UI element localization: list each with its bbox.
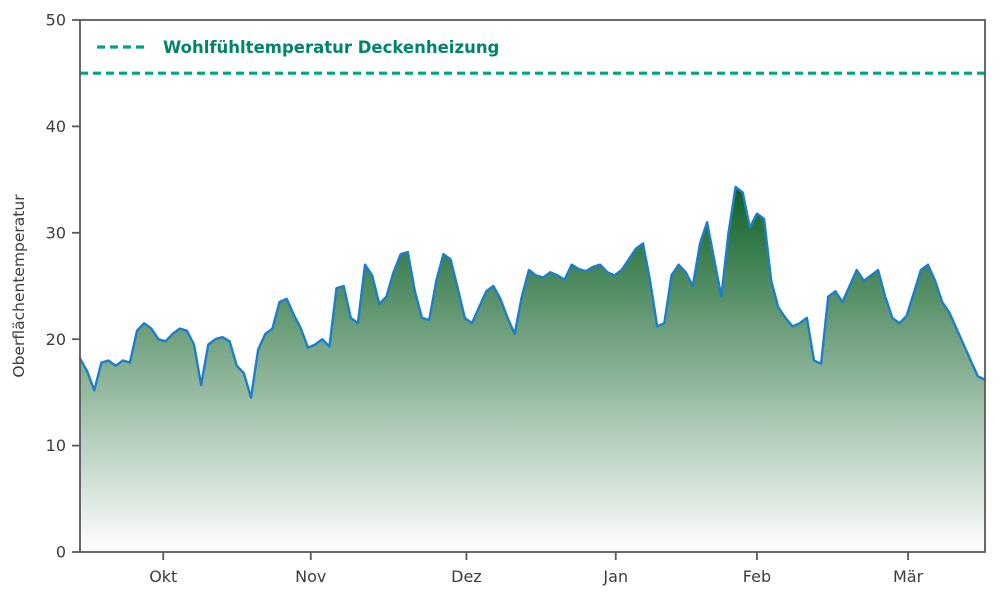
y-tick-label: 0 [56, 543, 66, 562]
y-tick-label: 40 [46, 117, 66, 136]
axes: 0 10 20 30 40 50 Okt Nov Dez Jan Feb Mär [46, 11, 924, 586]
y-tick-label: 30 [46, 223, 66, 242]
x-tick-label: Jan [602, 567, 628, 586]
x-tick-label: Feb [743, 567, 771, 586]
y-tick-label: 20 [46, 330, 66, 349]
temperature-area-fill [80, 187, 985, 552]
temperature-line [78, 185, 987, 399]
y-axis-label: Oberflächentemperatur [10, 194, 28, 378]
x-tick-label: Okt [149, 567, 177, 586]
y-tick-label: 10 [46, 436, 66, 455]
legend-label: Wohlfühltemperatur Deckenheizung [163, 38, 499, 57]
x-tick-label: Nov [295, 567, 326, 586]
temperature-series [78, 185, 987, 552]
plot-border [79, 19, 986, 553]
x-tick-label: Mär [893, 567, 924, 586]
x-tick-label: Dez [451, 567, 482, 586]
legend: Wohlfühltemperatur Deckenheizung [97, 38, 499, 57]
y-tick-label: 50 [46, 11, 66, 30]
